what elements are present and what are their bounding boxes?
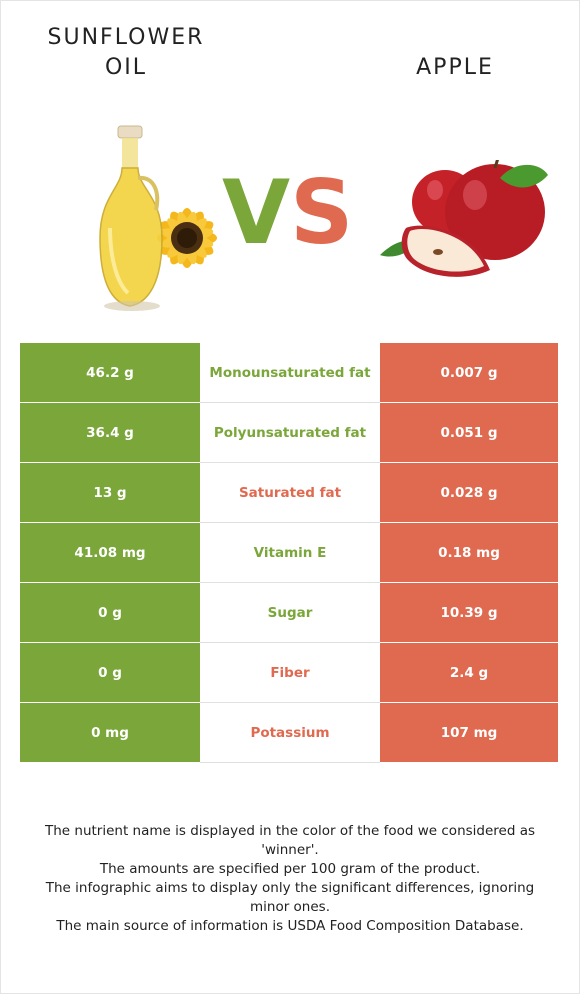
left-value: 0 mg — [20, 702, 200, 763]
comparison-table: 46.2 g Monounsaturated fat 0.007 g 36.4 … — [20, 343, 558, 763]
left-value: 0 g — [20, 582, 200, 643]
right-value: 107 mg — [380, 702, 558, 763]
left-value: 0 g — [20, 642, 200, 703]
vs-letter-v: V — [222, 161, 291, 264]
table-row: 0 g Fiber 2.4 g — [20, 642, 558, 703]
table-row: 41.08 mg Vitamin E 0.18 mg — [20, 522, 558, 583]
footnote-line: The infographic aims to display only the… — [45, 880, 535, 915]
left-food-title: SUNFLOWER OIL — [20, 23, 232, 83]
comparison-rows: 46.2 g Monounsaturated fat 0.007 g 36.4 … — [20, 343, 558, 763]
left-food-name-line1: SUNFLOWER — [47, 25, 205, 50]
left-value: 13 g — [20, 462, 200, 523]
nutrient-name: Saturated fat — [200, 462, 380, 523]
sunflower-icon — [157, 208, 217, 268]
right-value: 0.007 g — [380, 343, 558, 403]
right-value: 0.051 g — [380, 402, 558, 463]
apple-image — [380, 160, 548, 277]
nutrient-name: Polyunsaturated fat — [200, 402, 380, 463]
right-food-title: APPLE — [416, 55, 494, 80]
sunflower-oil-image — [99, 125, 217, 311]
right-value: 0.18 mg — [380, 522, 558, 583]
table-row: 46.2 g Monounsaturated fat 0.007 g — [20, 343, 558, 403]
right-value: 0.028 g — [380, 462, 558, 523]
right-value: 10.39 g — [380, 582, 558, 643]
nutrient-name: Fiber — [200, 642, 380, 703]
footnote-line: The nutrient name is displayed in the co… — [44, 823, 536, 858]
oil-bottle-icon — [99, 125, 163, 311]
footnote-line: The main source of information is USDA F… — [56, 918, 524, 934]
nutrient-name: Potassium — [200, 702, 380, 763]
left-value: 46.2 g — [20, 343, 200, 403]
nutrient-name: Sugar — [200, 582, 380, 643]
vs-letter-s: S — [290, 161, 354, 264]
right-value: 2.4 g — [380, 642, 558, 703]
table-row: 36.4 g Polyunsaturated fat 0.051 g — [20, 402, 558, 463]
footnote-line: The amounts are specified per 100 gram o… — [99, 861, 481, 877]
left-value: 36.4 g — [20, 402, 200, 463]
table-row: 0 g Sugar 10.39 g — [20, 582, 558, 643]
apple-icon — [380, 160, 548, 277]
table-row: 0 mg Potassium 107 mg — [20, 702, 558, 763]
nutrient-name: Monounsaturated fat — [200, 343, 380, 403]
table-row: 13 g Saturated fat 0.028 g — [20, 462, 558, 523]
nutrient-name: Vitamin E — [200, 522, 380, 583]
left-food-name-line2: OIL — [104, 55, 148, 80]
left-value: 41.08 mg — [20, 522, 200, 583]
footnote: The nutrient name is displayed in the co… — [30, 822, 550, 936]
